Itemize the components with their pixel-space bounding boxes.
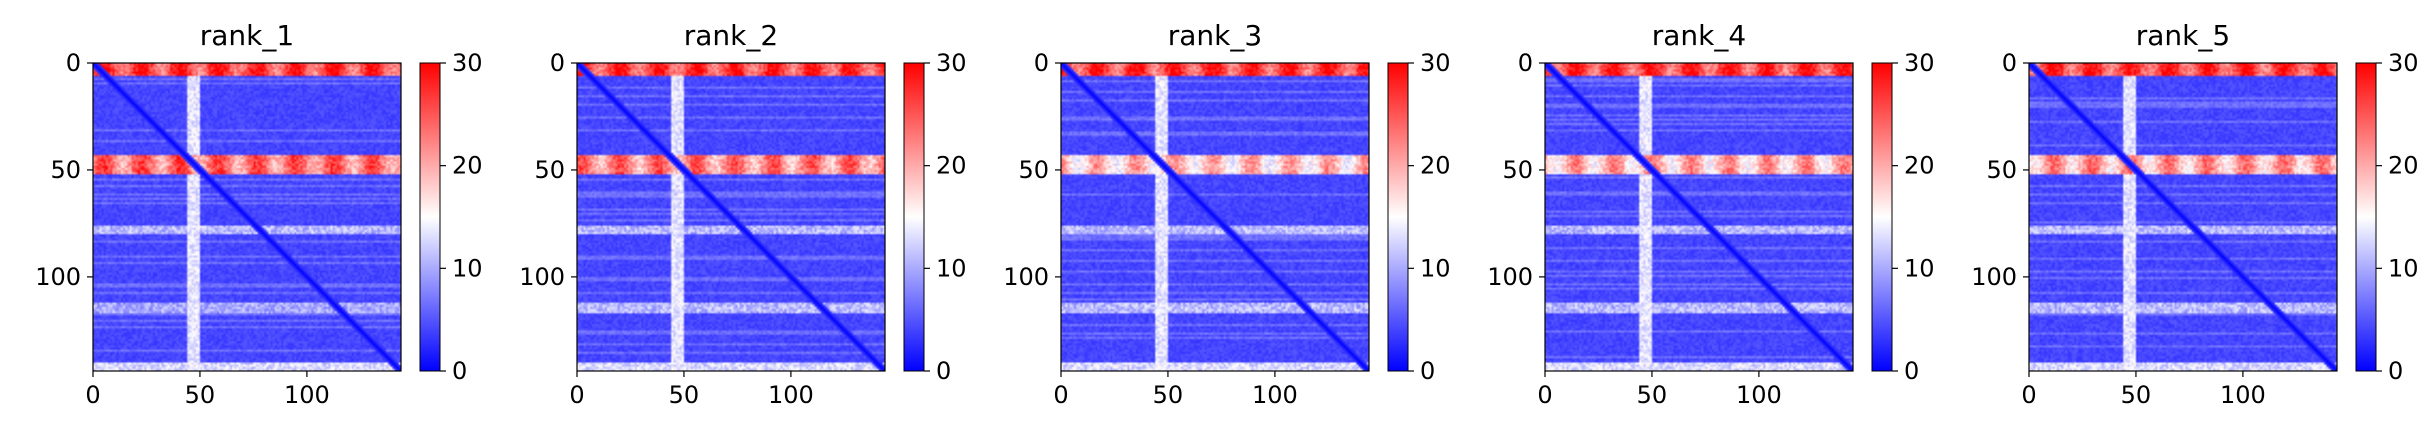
colorbar: [1871, 62, 1893, 372]
colorbar: [903, 62, 925, 372]
heatmap-image: [1061, 63, 1369, 371]
y-tick-label: 0: [2002, 49, 2017, 77]
y-tick-label: 100: [519, 263, 565, 291]
x-tick-label: 50: [669, 381, 700, 409]
colorbar-tick-label: 10: [936, 254, 967, 282]
colorbar-tick-label: 10: [1904, 254, 1935, 282]
y-tick-label: 100: [1971, 263, 2017, 291]
colorbar-tick-label: 20: [1904, 152, 1935, 180]
heatmap-panel-3: rank_3 0 50 100 0 50 100 0 10 20 30: [1003, 19, 1450, 409]
x-tick-label: 0: [569, 381, 584, 409]
heatmap-panel-2: rank_2 0 50 100 0 50 100 0 10 20 30: [519, 19, 966, 409]
heatmap-frame: [1060, 62, 1370, 372]
heatmap-image: [2029, 63, 2337, 371]
x-tick-label: 50: [1637, 381, 1668, 409]
panel-title: rank_3: [1168, 19, 1262, 52]
colorbar-tick-label: 0: [1420, 357, 1435, 385]
x-tick-label: 0: [85, 381, 100, 409]
colorbar-tick-label: 0: [936, 357, 951, 385]
colorbar-tick-label: 20: [2388, 152, 2419, 180]
y-tick-label: 0: [1518, 49, 1533, 77]
colorbar-tick-label: 10: [2388, 254, 2419, 282]
panel-title: rank_4: [1652, 19, 1746, 52]
heatmap-panel-4: rank_4 0 50 100 0 50 100 0 10 20 30: [1487, 19, 1934, 409]
x-tick-label: 0: [1537, 381, 1552, 409]
heatmap-image: [1545, 63, 1853, 371]
x-tick-label: 50: [1153, 381, 1184, 409]
y-tick-label: 0: [1034, 49, 1049, 77]
y-tick-label: 50: [1986, 156, 2017, 184]
y-tick-label: 50: [1018, 156, 1049, 184]
x-tick-label: 100: [2220, 381, 2266, 409]
x-tick-label: 50: [185, 381, 216, 409]
y-tick-label: 0: [550, 49, 565, 77]
heatmap-image: [577, 63, 885, 371]
colorbar-tick-label: 0: [2388, 357, 2403, 385]
colorbar-tick-label: 20: [452, 152, 483, 180]
x-tick-label: 100: [1252, 381, 1298, 409]
heatmap-frame: [1544, 62, 1854, 372]
y-tick-label: 100: [35, 263, 81, 291]
colorbar-tick-label: 10: [452, 254, 483, 282]
panel-title: rank_1: [200, 19, 294, 52]
colorbar-tick-label: 30: [1420, 49, 1451, 77]
heatmap-image: [93, 63, 401, 371]
x-tick-label: 0: [2021, 381, 2036, 409]
panel-title: rank_2: [684, 19, 778, 52]
colorbar: [1387, 62, 1409, 372]
y-tick-label: 100: [1487, 263, 1533, 291]
colorbar-tick-label: 30: [452, 49, 483, 77]
y-tick-label: 50: [534, 156, 565, 184]
heatmap-panel-5: rank_5 0 50 100 0 50 100 0 10 20 30: [1971, 19, 2418, 409]
colorbar-tick-label: 0: [452, 357, 467, 385]
y-tick-label: 100: [1003, 263, 1049, 291]
x-tick-label: 50: [2121, 381, 2152, 409]
colorbar-tick-label: 0: [1904, 357, 1919, 385]
x-tick-label: 100: [768, 381, 814, 409]
colorbar-tick-label: 30: [2388, 49, 2419, 77]
y-tick-label: 0: [66, 49, 81, 77]
x-tick-label: 100: [284, 381, 330, 409]
heatmap-frame: [576, 62, 886, 372]
colorbar-tick-label: 30: [936, 49, 967, 77]
colorbar: [419, 62, 441, 372]
y-tick-label: 50: [1502, 156, 1533, 184]
heatmap-frame: [2028, 62, 2338, 372]
x-tick-label: 100: [1736, 381, 1782, 409]
colorbar: [2355, 62, 2377, 372]
y-tick-label: 50: [50, 156, 81, 184]
heatmap-panel-1: rank_1 0 50 100 0 50 100 0 10 20 30: [35, 19, 482, 409]
colorbar-tick-label: 20: [1420, 152, 1451, 180]
colorbar-tick-label: 20: [936, 152, 967, 180]
colorbar-tick-label: 10: [1420, 254, 1451, 282]
heatmap-frame: [92, 62, 402, 372]
panel-title: rank_5: [2136, 19, 2230, 52]
colorbar-tick-label: 30: [1904, 49, 1935, 77]
x-tick-label: 0: [1053, 381, 1068, 409]
